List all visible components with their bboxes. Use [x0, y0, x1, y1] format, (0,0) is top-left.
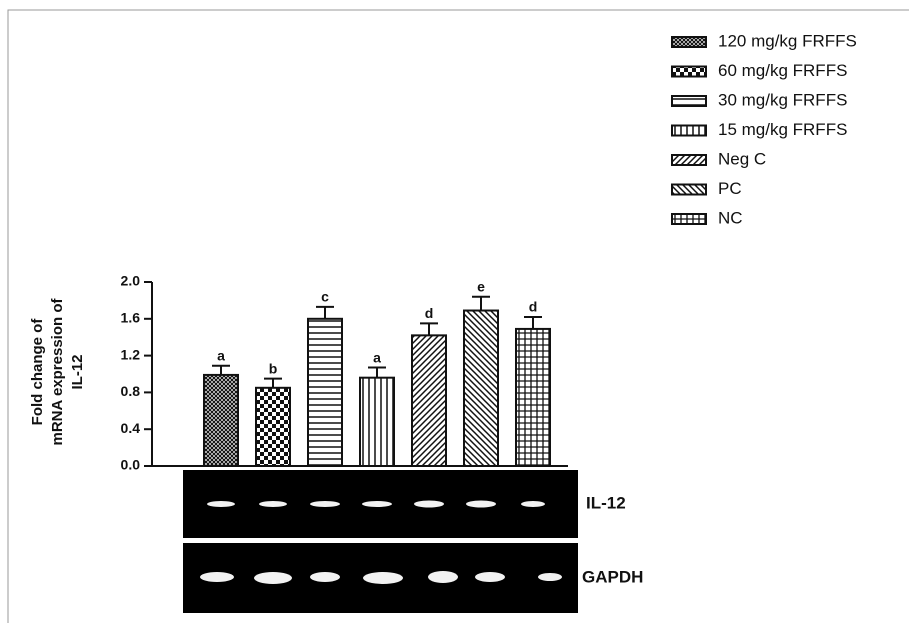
- legend-swatch: [672, 96, 706, 106]
- bar: [360, 378, 394, 466]
- annotation: a: [217, 347, 225, 363]
- legend-label: 30 mg/kg FRFFS: [718, 90, 847, 109]
- gel-label: IL-12: [586, 493, 626, 512]
- bar: [308, 319, 342, 466]
- legend-swatch: [672, 214, 706, 224]
- legend-label: 60 mg/kg FRFFS: [718, 61, 847, 80]
- bar: [516, 329, 550, 466]
- y-tick-label: 0.8: [121, 383, 141, 399]
- y-tick-label: 0.4: [121, 420, 141, 436]
- y-axis-label: IL-12: [69, 354, 86, 389]
- legend-swatch: [672, 67, 706, 77]
- bar: [204, 375, 238, 466]
- annotation: a: [373, 349, 381, 365]
- chart: IL-12 GAPDH 0.0 0.4 0.8 1.2 1.6 2.0 Fold chang…: [0, 0, 909, 623]
- annotation: d: [529, 299, 538, 315]
- y-tick-label: 0.0: [121, 457, 141, 473]
- legend-label: 15 mg/kg FRFFS: [718, 120, 847, 139]
- annotation: b: [269, 360, 278, 376]
- annotation: c: [321, 289, 329, 305]
- annotation: d: [425, 305, 434, 321]
- annotation: e: [477, 278, 485, 294]
- y-tick-label: 2.0: [121, 273, 141, 289]
- bar: [256, 388, 290, 466]
- legend-label: 120 mg/kg FRFFS: [718, 31, 857, 50]
- gel-label: GAPDH: [582, 567, 643, 586]
- legend-label: PC: [718, 179, 742, 198]
- legend-swatch: [672, 37, 706, 47]
- bar: [464, 311, 498, 466]
- legend-swatch: [672, 185, 706, 195]
- legend-swatch: [672, 155, 706, 165]
- legend-label: NC: [718, 208, 743, 227]
- y-tick-label: 1.6: [121, 310, 141, 326]
- bar: [412, 335, 446, 466]
- y-axis-label: Fold change of: [29, 318, 46, 426]
- y-axis-label: mRNA expression of: [49, 298, 66, 446]
- legend-swatch: [672, 126, 706, 136]
- legend-label: Neg C: [718, 149, 766, 168]
- y-tick-label: 1.2: [121, 346, 141, 362]
